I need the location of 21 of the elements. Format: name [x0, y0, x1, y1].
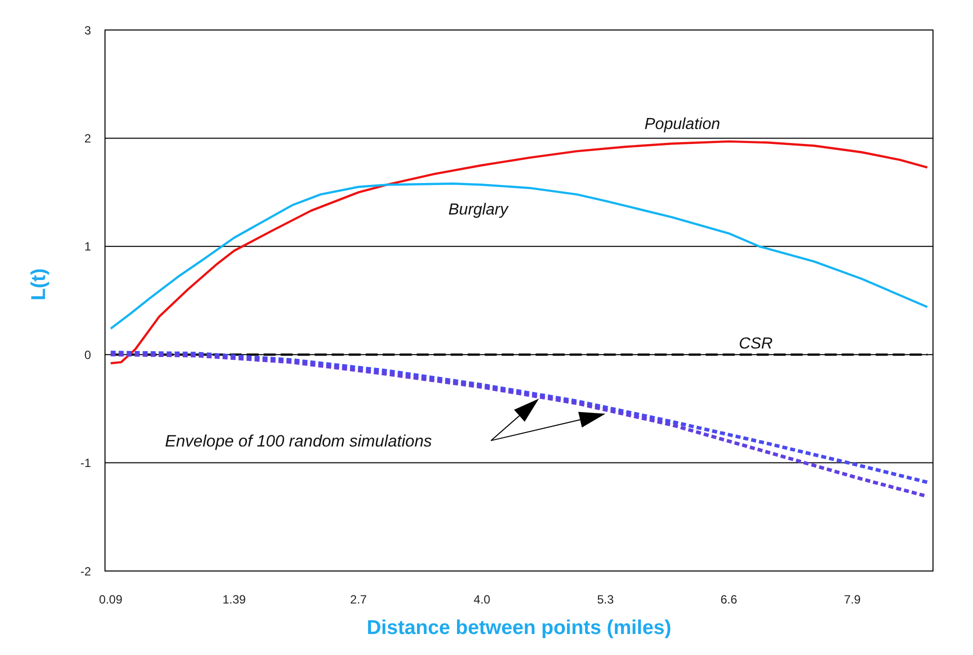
annotation: Envelope of 100 random simulations: [165, 432, 432, 451]
y-tick-label: 3: [84, 23, 92, 38]
y-tick-label: -2: [80, 564, 92, 578]
x-tick-label: 4.0: [474, 592, 491, 607]
x-tick-label: 5.3: [597, 592, 614, 607]
y-tick-label: -1: [80, 456, 92, 470]
x-tick-label: 6.6: [720, 592, 738, 607]
x-tick-label: 0.09: [99, 592, 123, 607]
line-series: [110, 182, 928, 330]
y-tick-label: 0: [84, 348, 92, 362]
series-label: CSR: [738, 336, 774, 353]
y-axis-title: L(t): [28, 268, 50, 300]
series-label: Population: [644, 116, 720, 134]
series-label: Burglary: [448, 202, 509, 219]
x-tick-label: 1.39: [222, 592, 246, 607]
y-tick-label: 1: [84, 240, 92, 254]
x-tick-label: 2.7: [350, 592, 368, 607]
x-tick-label: 7.9: [844, 592, 861, 607]
y-tick-label: 2: [84, 131, 92, 146]
line-series: [110, 140, 928, 364]
x-axis-title: Distance between points (miles): [366, 617, 672, 639]
